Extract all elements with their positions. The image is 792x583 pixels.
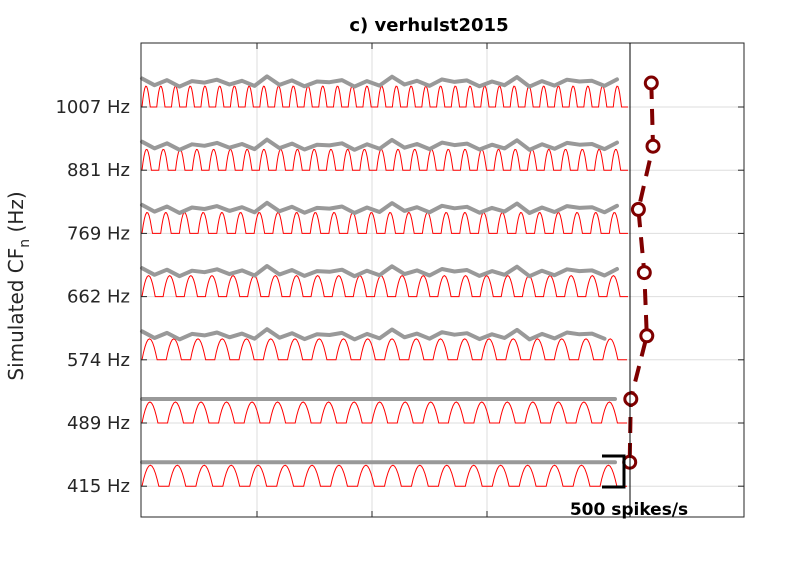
rate-marker [643,75,659,91]
psth-traces [141,85,628,487]
envelope-trace [140,200,619,215]
envelope-trace [140,137,619,152]
envelope-traces [140,74,619,465]
y-axis-label-unit: (Hz) [4,191,28,239]
y-axis-label-main: Simulated CF [4,248,28,381]
y-tick-label: 881 Hz [67,160,130,181]
plot-frame [140,42,745,518]
y-tick-label: 1007 Hz [55,97,130,118]
chart-title: c) verhulst2015 [349,15,508,36]
psth-trace [141,85,628,108]
psth-trace [141,148,628,171]
y-tick-label: 574 Hz [67,350,130,371]
y-tick-label: 662 Hz [67,287,130,308]
scale-bar: 500 spikes/s [570,454,688,520]
scale-bar-label: 500 spikes/s [570,500,688,520]
y-tick-label: 489 Hz [67,413,130,434]
psth-trace [141,464,627,487]
rate-marker [639,328,655,344]
envelope-trace [140,327,607,342]
psth-trace [141,274,628,298]
tick-labels: 1007 Hz 881 Hz 769 Hz 662 Hz 574 Hz 489 Hz 415… [55,97,130,497]
envelope-trace [140,74,619,89]
scale-bar-line [602,454,626,489]
y-axis-label-subscript: n [17,239,33,248]
psth-trace [141,212,628,234]
psth-trace [141,338,627,361]
axes [140,42,745,518]
rate-marker [623,391,639,407]
y-axis-label: Simulated CFn (Hz) [4,191,33,380]
y-tick-label: 769 Hz [67,223,130,244]
rate-marker [636,265,652,281]
rate-marker [645,138,661,154]
rate-marker [630,201,646,217]
envelope-trace [140,264,619,279]
psth-trace [141,401,627,424]
y-tick-label: 415 Hz [67,476,130,497]
rate-markers [622,75,661,470]
